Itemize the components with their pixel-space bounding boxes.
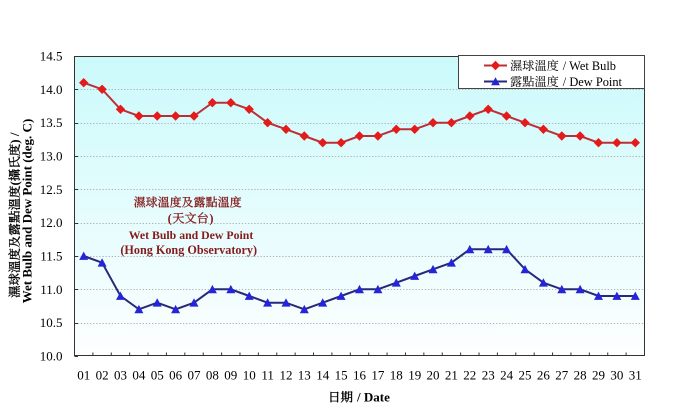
- svg-text:11.0: 11.0: [40, 282, 62, 297]
- svg-text:11: 11: [261, 368, 274, 383]
- svg-text:03: 03: [114, 368, 127, 383]
- svg-text:Wet Bulb and Dew Point (deg. C: Wet Bulb and Dew Point (deg. C): [20, 119, 35, 304]
- svg-text:14.5: 14.5: [40, 49, 63, 64]
- svg-text:10.0: 10.0: [40, 349, 63, 364]
- svg-text:16: 16: [353, 368, 367, 383]
- svg-text:26: 26: [537, 368, 551, 383]
- svg-text:23: 23: [482, 368, 495, 383]
- svg-text:30: 30: [610, 368, 623, 383]
- svg-text:15: 15: [335, 368, 348, 383]
- svg-text:17: 17: [371, 368, 385, 383]
- svg-text:12.5: 12.5: [40, 182, 63, 197]
- svg-text:10.5: 10.5: [40, 315, 63, 330]
- svg-text:08: 08: [206, 368, 219, 383]
- svg-text:09: 09: [224, 368, 237, 383]
- svg-text:10: 10: [243, 368, 256, 383]
- svg-text:05: 05: [151, 368, 164, 383]
- svg-text:11.5: 11.5: [40, 249, 62, 264]
- svg-text:(: (: [168, 212, 172, 226]
- svg-text:18: 18: [390, 368, 403, 383]
- svg-text:(: (: [7, 181, 22, 185]
- svg-text:22: 22: [463, 368, 476, 383]
- svg-text:) /: ) /: [7, 132, 22, 144]
- svg-text:02: 02: [96, 368, 109, 383]
- svg-text:25: 25: [519, 368, 532, 383]
- svg-text:13.5: 13.5: [40, 115, 63, 130]
- svg-text:28: 28: [574, 368, 587, 383]
- svg-text:04: 04: [132, 368, 146, 383]
- svg-text:12.0: 12.0: [40, 215, 63, 230]
- svg-text:14.0: 14.0: [40, 82, 63, 97]
- svg-text:/ Dew Point: / Dew Point: [563, 75, 623, 89]
- svg-text:29: 29: [592, 368, 605, 383]
- svg-text:07: 07: [188, 368, 202, 383]
- svg-text:): ): [209, 212, 213, 226]
- svg-text:14: 14: [316, 368, 330, 383]
- svg-text:(Hong Kong Observatory): (Hong Kong Observatory): [120, 243, 257, 257]
- svg-text:19: 19: [408, 368, 421, 383]
- svg-text:/ Date: / Date: [356, 390, 390, 405]
- svg-text:Wet Bulb and Dew Point: Wet Bulb and Dew Point: [129, 228, 254, 242]
- svg-text:01: 01: [77, 368, 90, 383]
- svg-text:/ Wet Bulb: / Wet Bulb: [563, 59, 616, 73]
- svg-text:20: 20: [427, 368, 440, 383]
- svg-text:27: 27: [555, 368, 569, 383]
- svg-text:12: 12: [280, 368, 293, 383]
- svg-text:13.0: 13.0: [40, 149, 63, 164]
- svg-text:31: 31: [629, 368, 642, 383]
- svg-text:24: 24: [500, 368, 514, 383]
- svg-text:06: 06: [169, 368, 183, 383]
- svg-text:21: 21: [445, 368, 458, 383]
- svg-text:13: 13: [298, 368, 311, 383]
